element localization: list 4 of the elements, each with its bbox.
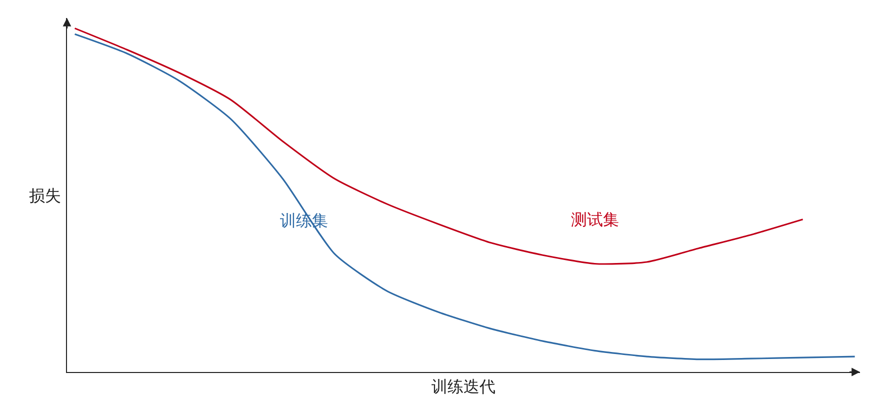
series-label: 测试集 (571, 210, 619, 229)
series-label: 训练集 (280, 211, 328, 230)
x-axis-title: 训练迭代 (432, 376, 496, 396)
y-axis-title: 损失 (29, 186, 61, 205)
